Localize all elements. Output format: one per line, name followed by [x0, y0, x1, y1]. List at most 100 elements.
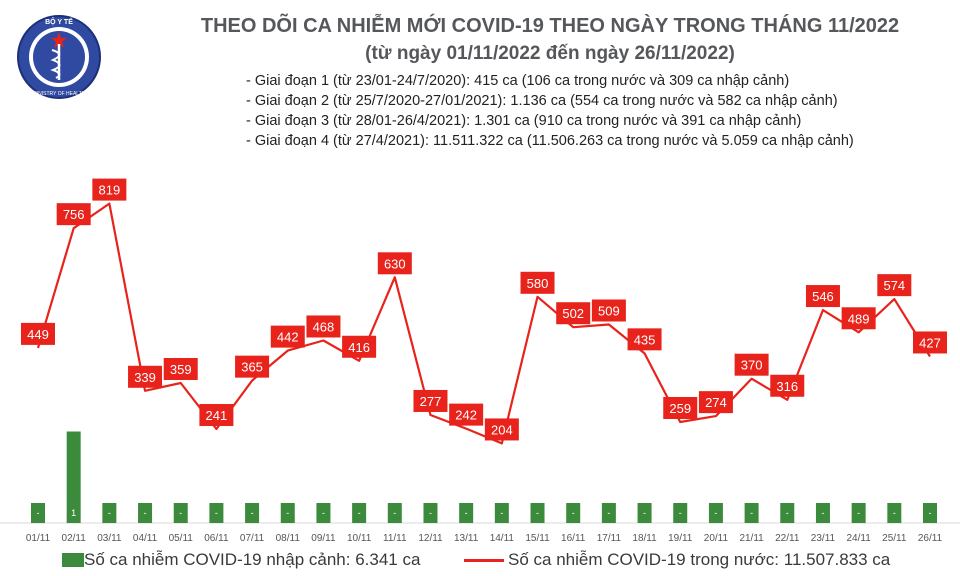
data-label: 546	[812, 289, 834, 304]
logo-text-bottom: MINISTRY OF HEALTH	[33, 91, 86, 97]
import-bar	[66, 431, 81, 523]
import-bar	[209, 503, 224, 523]
import-bar-label: -	[251, 508, 254, 518]
import-bar	[280, 503, 295, 523]
import-bar	[530, 503, 545, 523]
x-tick-label: 08/11	[276, 533, 301, 544]
x-tick-label: 13/11	[454, 533, 479, 544]
legend-domestic: Số ca nhiễm COVID-19 trong nước: 11.507.…	[464, 550, 890, 570]
import-bar-label: -	[144, 508, 147, 518]
data-label: 259	[669, 401, 691, 416]
import-bar	[423, 503, 438, 523]
data-label: 365	[241, 360, 263, 375]
data-label-box	[770, 374, 805, 397]
data-label: 242	[455, 408, 477, 423]
x-tick-label: 10/11	[347, 533, 372, 544]
import-bar	[31, 503, 45, 523]
legend-bar-swatch	[62, 553, 84, 567]
data-label: 630	[384, 256, 406, 271]
import-bar-label: -	[929, 508, 932, 518]
x-tick-label: 02/11	[62, 533, 87, 544]
x-tick-label: 19/11	[668, 533, 693, 544]
import-bar-label: -	[429, 508, 432, 518]
data-label: 435	[634, 332, 656, 347]
data-label-box	[484, 418, 519, 441]
data-label: 468	[313, 319, 335, 334]
data-label-box	[591, 299, 626, 322]
data-label: 416	[348, 340, 370, 355]
import-bar-label: 1	[71, 508, 76, 518]
stage-summary-item: - Giai đoạn 3 (từ 28/01-26/4/2021): 1.30…	[246, 113, 802, 129]
import-bar-label: -	[536, 508, 539, 518]
legend-domestic-label: Số ca nhiễm COVID-19 trong nước: 11.507.…	[508, 550, 891, 569]
data-label-box	[306, 315, 341, 338]
import-bar	[887, 503, 902, 523]
data-label: 502	[562, 306, 584, 321]
x-tick-label: 25/11	[882, 533, 907, 544]
x-tick-label: 06/11	[204, 533, 229, 544]
data-label-box	[128, 365, 163, 388]
import-bar	[780, 503, 795, 523]
chart-title: THEO DÕI CA NHIỄM MỚI COVID-19 THEO NGÀY…	[200, 15, 900, 37]
data-label: 449	[27, 327, 49, 342]
import-bar-label: -	[643, 508, 646, 518]
x-tick-label: 22/11	[775, 533, 800, 544]
data-label-box	[698, 391, 733, 414]
import-bar-label: -	[393, 508, 396, 518]
data-label-box	[413, 389, 448, 412]
import-bar-label: -	[857, 508, 860, 518]
legend-line-swatch	[464, 558, 504, 562]
data-label: 574	[883, 278, 905, 293]
import-bar	[387, 503, 402, 523]
import-bar	[851, 503, 866, 523]
x-tick-label: 18/11	[632, 533, 657, 544]
data-label: 316	[776, 379, 798, 394]
data-label-box	[734, 353, 769, 376]
import-bar-label: -	[322, 508, 325, 518]
data-label-box	[21, 322, 55, 345]
data-label-box	[377, 252, 412, 275]
import-bar	[245, 503, 260, 523]
import-bar	[923, 503, 937, 523]
x-tick-label: 17/11	[597, 533, 622, 544]
x-tick-label: 09/11	[311, 533, 336, 544]
import-bar-label: -	[679, 508, 682, 518]
import-bar	[102, 503, 117, 523]
import-bar	[566, 503, 581, 523]
data-label: 509	[598, 303, 620, 318]
data-label-box	[663, 396, 698, 419]
x-tick-label: 05/11	[169, 533, 194, 544]
x-tick-label: 11/11	[383, 533, 407, 544]
import-bar-label: -	[108, 508, 111, 518]
ministry-of-health-logo: BỘ Y TẾ MINISTRY OF HEALTH	[17, 15, 101, 99]
import-bar-label: -	[786, 508, 789, 518]
import-bar	[601, 503, 616, 523]
import-bar-label: -	[750, 508, 753, 518]
import-bar	[352, 503, 367, 523]
data-label-box	[342, 335, 377, 358]
import-bar-label: -	[179, 508, 182, 518]
data-label: 274	[705, 395, 727, 410]
data-label-box	[449, 403, 484, 426]
import-bar	[138, 503, 153, 523]
data-label-box	[199, 404, 234, 427]
data-label-box	[627, 328, 662, 351]
data-label: 359	[170, 362, 192, 377]
data-label: 370	[741, 358, 763, 373]
data-label-box	[913, 331, 947, 354]
data-label: 427	[919, 335, 941, 350]
stage-summary-item: - Giai đoạn 1 (từ 23/01-24/7/2020): 415 …	[246, 73, 790, 89]
data-label-box	[556, 302, 591, 325]
import-bar	[744, 503, 759, 523]
import-bar	[173, 503, 188, 523]
import-bar-label: -	[607, 508, 610, 518]
data-label-box	[877, 274, 912, 297]
data-label-box	[270, 325, 305, 348]
domestic-line	[36, 202, 931, 445]
data-label-box	[235, 355, 270, 378]
import-bar	[673, 503, 688, 523]
data-label-box	[163, 357, 198, 380]
import-bar	[494, 503, 509, 523]
x-tick-label: 01/11	[26, 533, 51, 544]
